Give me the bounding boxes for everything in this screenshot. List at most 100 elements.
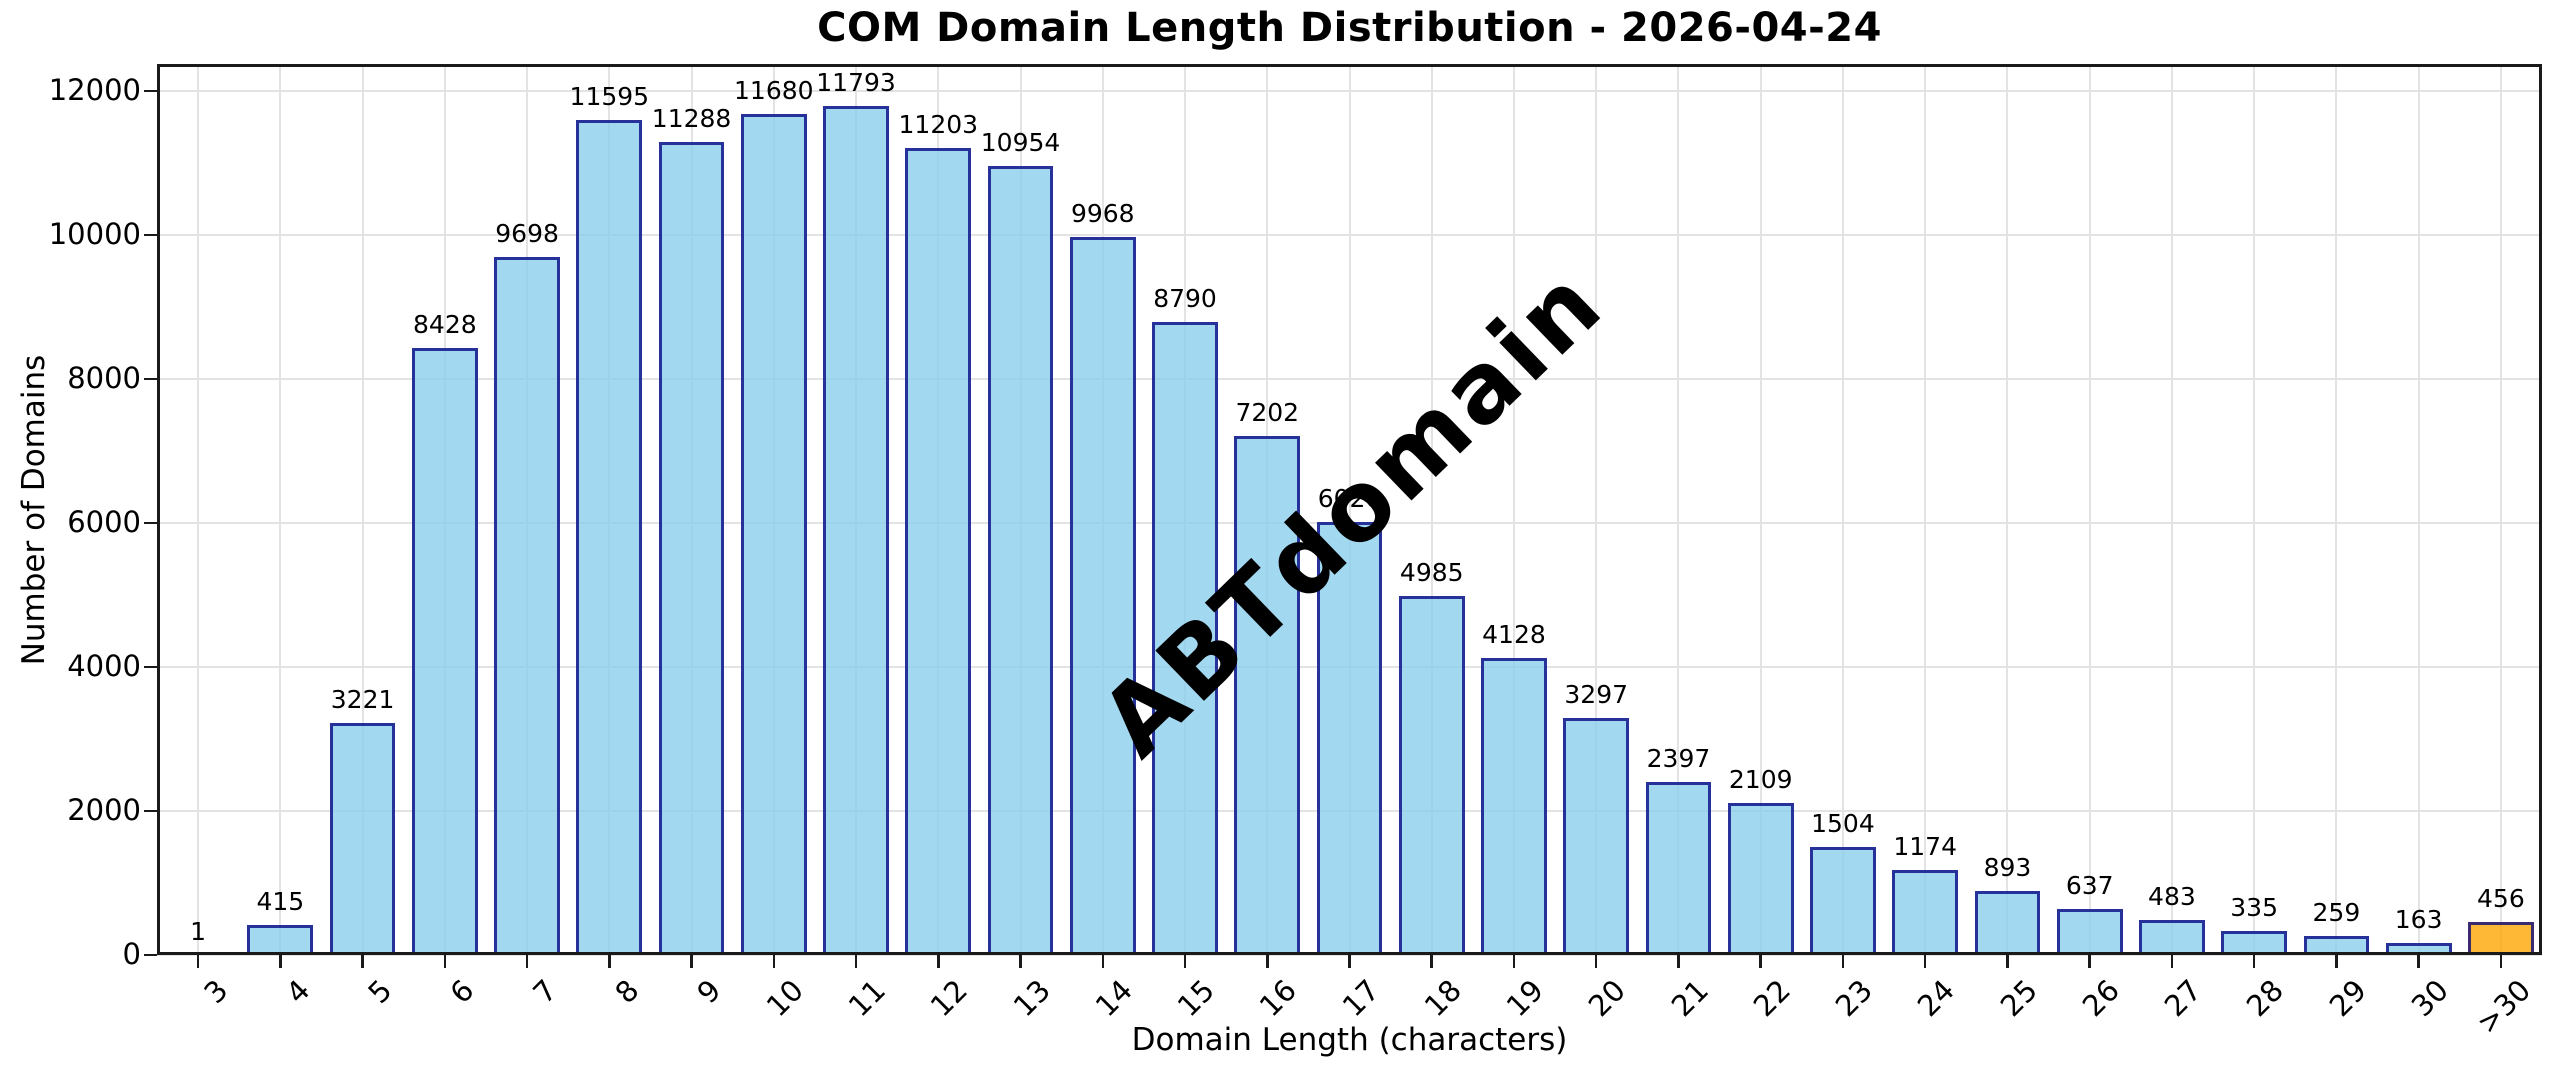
bar-value-label: 893: [1983, 852, 2032, 882]
gridline-vertical: [361, 64, 364, 955]
x-tick-label: 25: [1993, 973, 2044, 1024]
y-tick-mark: [144, 665, 157, 669]
x-tick-mark: [937, 955, 940, 968]
y-tick-label: 12000: [48, 73, 141, 107]
x-tick-mark: [2170, 955, 2174, 968]
gridline-vertical: [1595, 64, 1598, 955]
x-tick-label: 3: [197, 973, 235, 1011]
x-tick-label: 11: [841, 973, 893, 1024]
x-tick-label: 13: [1006, 973, 1057, 1024]
bar-value-label: 456: [2477, 884, 2525, 914]
x-tick-label: 12: [924, 973, 975, 1024]
x-tick-mark: [608, 955, 611, 968]
x-tick-mark: [2335, 955, 2338, 968]
bar-30: [2385, 943, 2452, 955]
bar-27: [2139, 920, 2205, 955]
bar-16: [1234, 436, 1301, 955]
bar-value-label: 11203: [898, 110, 979, 140]
gridline-vertical: [1759, 64, 1762, 955]
x-tick-label: 16: [1253, 973, 1304, 1024]
bar-18: [1398, 596, 1465, 955]
bar-21: [1645, 782, 1712, 955]
y-tick-mark: [144, 233, 157, 237]
bar-value-label: 11288: [651, 104, 732, 134]
x-tick-mark: [1019, 955, 1022, 968]
x-tick-mark: [1266, 955, 1269, 968]
bar-value-label: 3221: [330, 685, 395, 715]
x-tick-mark: [525, 955, 529, 968]
x-tick-label: 24: [1911, 973, 1962, 1024]
bar-value-label: 415: [256, 887, 305, 917]
x-tick-label: 5: [361, 973, 399, 1011]
x-tick-label: 20: [1582, 973, 1633, 1024]
bar-value-label: 6020: [1317, 483, 1382, 513]
bar-value-label: 637: [2065, 871, 2114, 901]
x-tick-label: 15: [1170, 973, 1222, 1024]
bar-value-label: 2109: [1728, 765, 1793, 795]
bar-6: [411, 348, 478, 955]
y-tick-mark: [144, 89, 157, 93]
gridline-vertical: [197, 64, 200, 955]
x-tick-label: 6: [443, 973, 481, 1011]
x-tick-label: 4: [279, 973, 317, 1011]
y-tick-label: 4000: [67, 649, 141, 683]
gridline-vertical: [1841, 64, 1844, 955]
y-tick-mark: [144, 377, 157, 381]
x-tick-label: 19: [1499, 973, 1551, 1024]
bar-value-label: 9698: [495, 218, 559, 248]
x-tick-label: 27: [2157, 973, 2208, 1024]
x-tick-label: 29: [2322, 973, 2373, 1024]
x-tick-mark: [1594, 955, 1598, 968]
bar-value-label: 1504: [1811, 808, 1875, 838]
x-tick-label: 17: [1335, 973, 1386, 1024]
x-tick-mark: [772, 955, 776, 968]
bar-5: [329, 723, 396, 955]
x-tick-mark: [2088, 955, 2091, 968]
gridline-vertical: [1512, 64, 1515, 955]
bar-17: [1316, 521, 1383, 955]
gridline-vertical: [1924, 64, 1927, 955]
bar-10: [740, 114, 807, 955]
gridline-vertical: [2170, 64, 2173, 955]
x-tick-mark: [2006, 955, 2009, 968]
gridline-vertical: [2088, 64, 2091, 955]
bar-20: [1563, 717, 1630, 955]
x-tick-mark: [443, 955, 447, 968]
x-tick-label: 28: [2240, 973, 2291, 1024]
x-tick-mark: [2499, 955, 2503, 968]
bar-25: [1974, 890, 2041, 955]
bar-value-label: 4128: [1482, 619, 1546, 649]
y-tick-label: 8000: [67, 361, 141, 395]
bar-8: [576, 120, 643, 955]
x-tick-mark: [1348, 955, 1351, 968]
gridline-vertical: [2417, 64, 2420, 955]
bar-value-label: 4985: [1399, 558, 1464, 588]
x-tick-mark: [1101, 955, 1105, 968]
gridline-vertical: [2499, 64, 2502, 955]
gridline-vertical: [279, 64, 282, 955]
bar-29: [2303, 936, 2370, 955]
x-tick-label: 26: [2075, 973, 2126, 1024]
bar-24: [1892, 870, 1959, 955]
x-tick-mark: [1759, 955, 1762, 968]
y-tick-label: 10000: [48, 217, 141, 251]
gridline-vertical: [1677, 64, 1680, 955]
bar-12: [905, 148, 972, 955]
gridline-vertical: [2006, 64, 2009, 955]
y-tick-label: 2000: [67, 793, 141, 827]
bar-11: [823, 105, 889, 955]
y-tick-label: 0: [122, 937, 141, 971]
gridline-vertical: [2253, 64, 2256, 955]
bar-9: [658, 142, 725, 955]
bar-value-label: 11793: [816, 67, 896, 97]
bar-26: [2056, 909, 2123, 955]
x-tick-label: 22: [1746, 973, 1797, 1024]
x-tick-mark: [196, 955, 200, 968]
bar-value-label: 10954: [980, 128, 1061, 158]
y-tick-mark: [144, 953, 157, 957]
y-tick-mark: [144, 521, 157, 525]
x-tick-mark: [1841, 955, 1845, 968]
bar-7: [494, 256, 560, 955]
bar-22: [1727, 803, 1794, 955]
x-tick-mark: [1677, 955, 1680, 968]
